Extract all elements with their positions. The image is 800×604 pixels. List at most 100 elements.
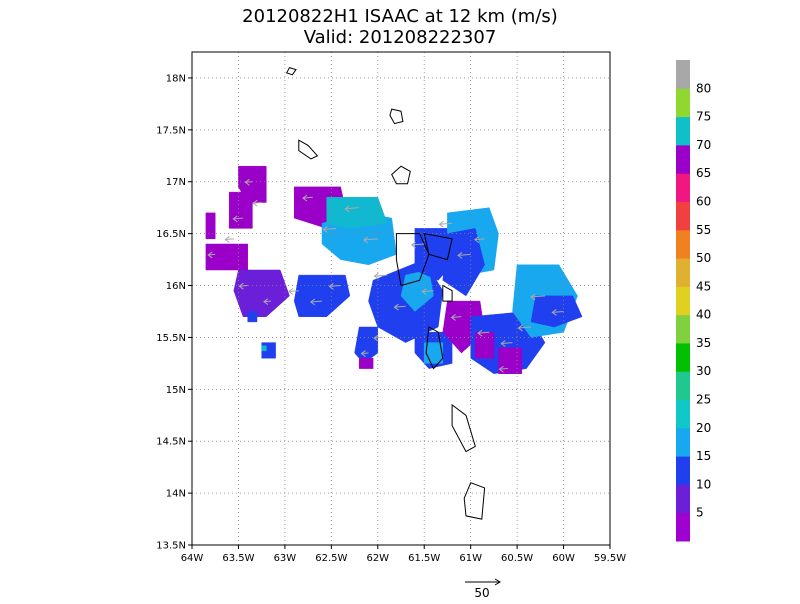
wind-vector-head bbox=[393, 303, 399, 311]
island-outline bbox=[389, 108, 404, 125]
island-outline bbox=[423, 232, 453, 261]
longitude-tick-label: 60W bbox=[552, 553, 575, 564]
wind-vector-shaft bbox=[411, 243, 425, 246]
reference-vector-label: 50 bbox=[474, 586, 489, 600]
wind-vector-head bbox=[263, 298, 269, 306]
island-outline bbox=[451, 403, 476, 453]
wind-vector-shaft bbox=[478, 331, 490, 334]
longitude-tick-label: 60.5W bbox=[501, 553, 533, 564]
color-scale-label: 40 bbox=[696, 308, 711, 322]
longitude-tick-label: 61.5W bbox=[408, 553, 440, 564]
wind-vector-shaft bbox=[302, 196, 313, 199]
wind-vector-shaft bbox=[373, 336, 383, 339]
latitude-axis: 13.5N 14N 14.5N 15N 15.5N 16N 16.5N 17N 17.5N 18N bbox=[156, 73, 192, 552]
color-scale-swatch bbox=[676, 116, 690, 146]
island-outline bbox=[298, 139, 319, 160]
wind-vector-shaft bbox=[208, 253, 216, 256]
color-scale-label: 65 bbox=[696, 166, 711, 180]
island-outline bbox=[425, 326, 444, 370]
color-scale-label: 70 bbox=[696, 138, 711, 152]
color-scale-swatch bbox=[676, 229, 690, 259]
color-scale-label: 45 bbox=[696, 279, 711, 293]
wind-vectors bbox=[207, 178, 564, 373]
color-scale-label: 75 bbox=[696, 110, 711, 124]
color-scale-label: 20 bbox=[696, 421, 711, 435]
reference-vector-key: 50 bbox=[465, 578, 501, 600]
wind-vector-head bbox=[438, 220, 444, 228]
wind-vector-head bbox=[344, 205, 350, 213]
island-outline bbox=[442, 284, 453, 302]
wind-speed-patch bbox=[293, 274, 351, 317]
longitude-axis: 64W 63.5W 63W 62.5W 62W 61.5W 61W 60.5W 60W 59.5W bbox=[181, 545, 626, 564]
longitude-tick-label: 59.5W bbox=[594, 553, 626, 564]
color-scale-swatch bbox=[676, 144, 690, 174]
wind-vector-head bbox=[328, 283, 334, 290]
wind-vector-shaft bbox=[394, 305, 406, 308]
longitude-tick-label: 62.5W bbox=[315, 553, 347, 564]
color-scale-label: 30 bbox=[696, 364, 711, 378]
wind-vector-shaft bbox=[552, 310, 564, 313]
latitude-tick-label: 17.5N bbox=[156, 125, 186, 136]
wind-vector-head bbox=[530, 293, 536, 301]
wind-vector-head bbox=[473, 236, 480, 244]
wind-speed-patch bbox=[205, 243, 248, 271]
wind-vector-head bbox=[362, 236, 369, 244]
island-outline bbox=[463, 482, 486, 520]
wind-vector-shaft bbox=[422, 290, 434, 293]
color-scale-label: 10 bbox=[696, 477, 711, 491]
wind-vector-shaft bbox=[253, 201, 262, 204]
color-scale-bar: 5 10 15 20 25 30 35 40 45 50 55 60 65 70 75 80 bbox=[676, 60, 711, 542]
wind-vector-shaft bbox=[451, 316, 462, 318]
wind-vector-shaft bbox=[288, 290, 299, 292]
wind-vector-shaft bbox=[363, 238, 378, 241]
island-outline bbox=[395, 233, 430, 287]
wind-vector-head bbox=[457, 251, 463, 259]
latitude-tick-label: 16N bbox=[166, 281, 186, 292]
wind-vector-head bbox=[498, 365, 504, 373]
wind-vector-head bbox=[252, 199, 258, 207]
wind-vector-shaft bbox=[374, 274, 388, 277]
color-scale-swatch bbox=[676, 201, 690, 231]
color-scale-swatch bbox=[676, 399, 690, 429]
wind-vector-shaft bbox=[361, 352, 369, 355]
color-scale-swatch bbox=[676, 258, 690, 287]
wind-vector-shaft bbox=[225, 238, 234, 240]
wind-vector-head bbox=[373, 272, 379, 280]
wind-speed-patch bbox=[205, 212, 216, 240]
wind-vector-shaft bbox=[263, 300, 271, 303]
color-scale-swatch bbox=[676, 371, 690, 401]
wind-vector-shaft bbox=[501, 342, 513, 345]
wind-vector-shaft bbox=[458, 253, 471, 256]
wind-speed-shading bbox=[205, 165, 583, 374]
latitude-tick-label: 14N bbox=[166, 489, 186, 500]
wind-vector-shaft bbox=[345, 207, 360, 210]
reference-arrow-head bbox=[494, 578, 501, 586]
wind-vector-head bbox=[244, 178, 250, 186]
wind-speed-patch bbox=[498, 347, 523, 374]
color-scale-swatch bbox=[676, 512, 690, 542]
wind-vector-head bbox=[207, 251, 213, 259]
wind-vector-head bbox=[288, 288, 294, 295]
wind-vector-shaft bbox=[329, 285, 341, 287]
wind-vector-head bbox=[360, 350, 366, 357]
color-scale-label: 60 bbox=[696, 194, 711, 208]
wind-vector-shaft bbox=[439, 222, 453, 225]
coastlines bbox=[285, 67, 486, 520]
color-scale-swatch bbox=[676, 342, 690, 372]
color-scale-label: 25 bbox=[696, 393, 711, 407]
color-scale-label: 55 bbox=[696, 223, 711, 237]
wind-vector-head bbox=[500, 340, 506, 347]
island-outline bbox=[285, 67, 297, 76]
island-outline bbox=[391, 165, 411, 185]
color-scale-swatch bbox=[676, 456, 690, 485]
latitude-tick-label: 15.5N bbox=[156, 333, 186, 344]
wind-vector-shaft bbox=[530, 295, 546, 298]
wind-speed-patch bbox=[475, 331, 495, 359]
latitude-tick-label: 14.5N bbox=[156, 437, 186, 448]
wind-vector-head bbox=[224, 236, 230, 243]
latitude-tick-label: 15N bbox=[166, 385, 186, 396]
longitude-tick-label: 64W bbox=[181, 553, 204, 564]
wind-vector-shaft bbox=[245, 181, 253, 183]
